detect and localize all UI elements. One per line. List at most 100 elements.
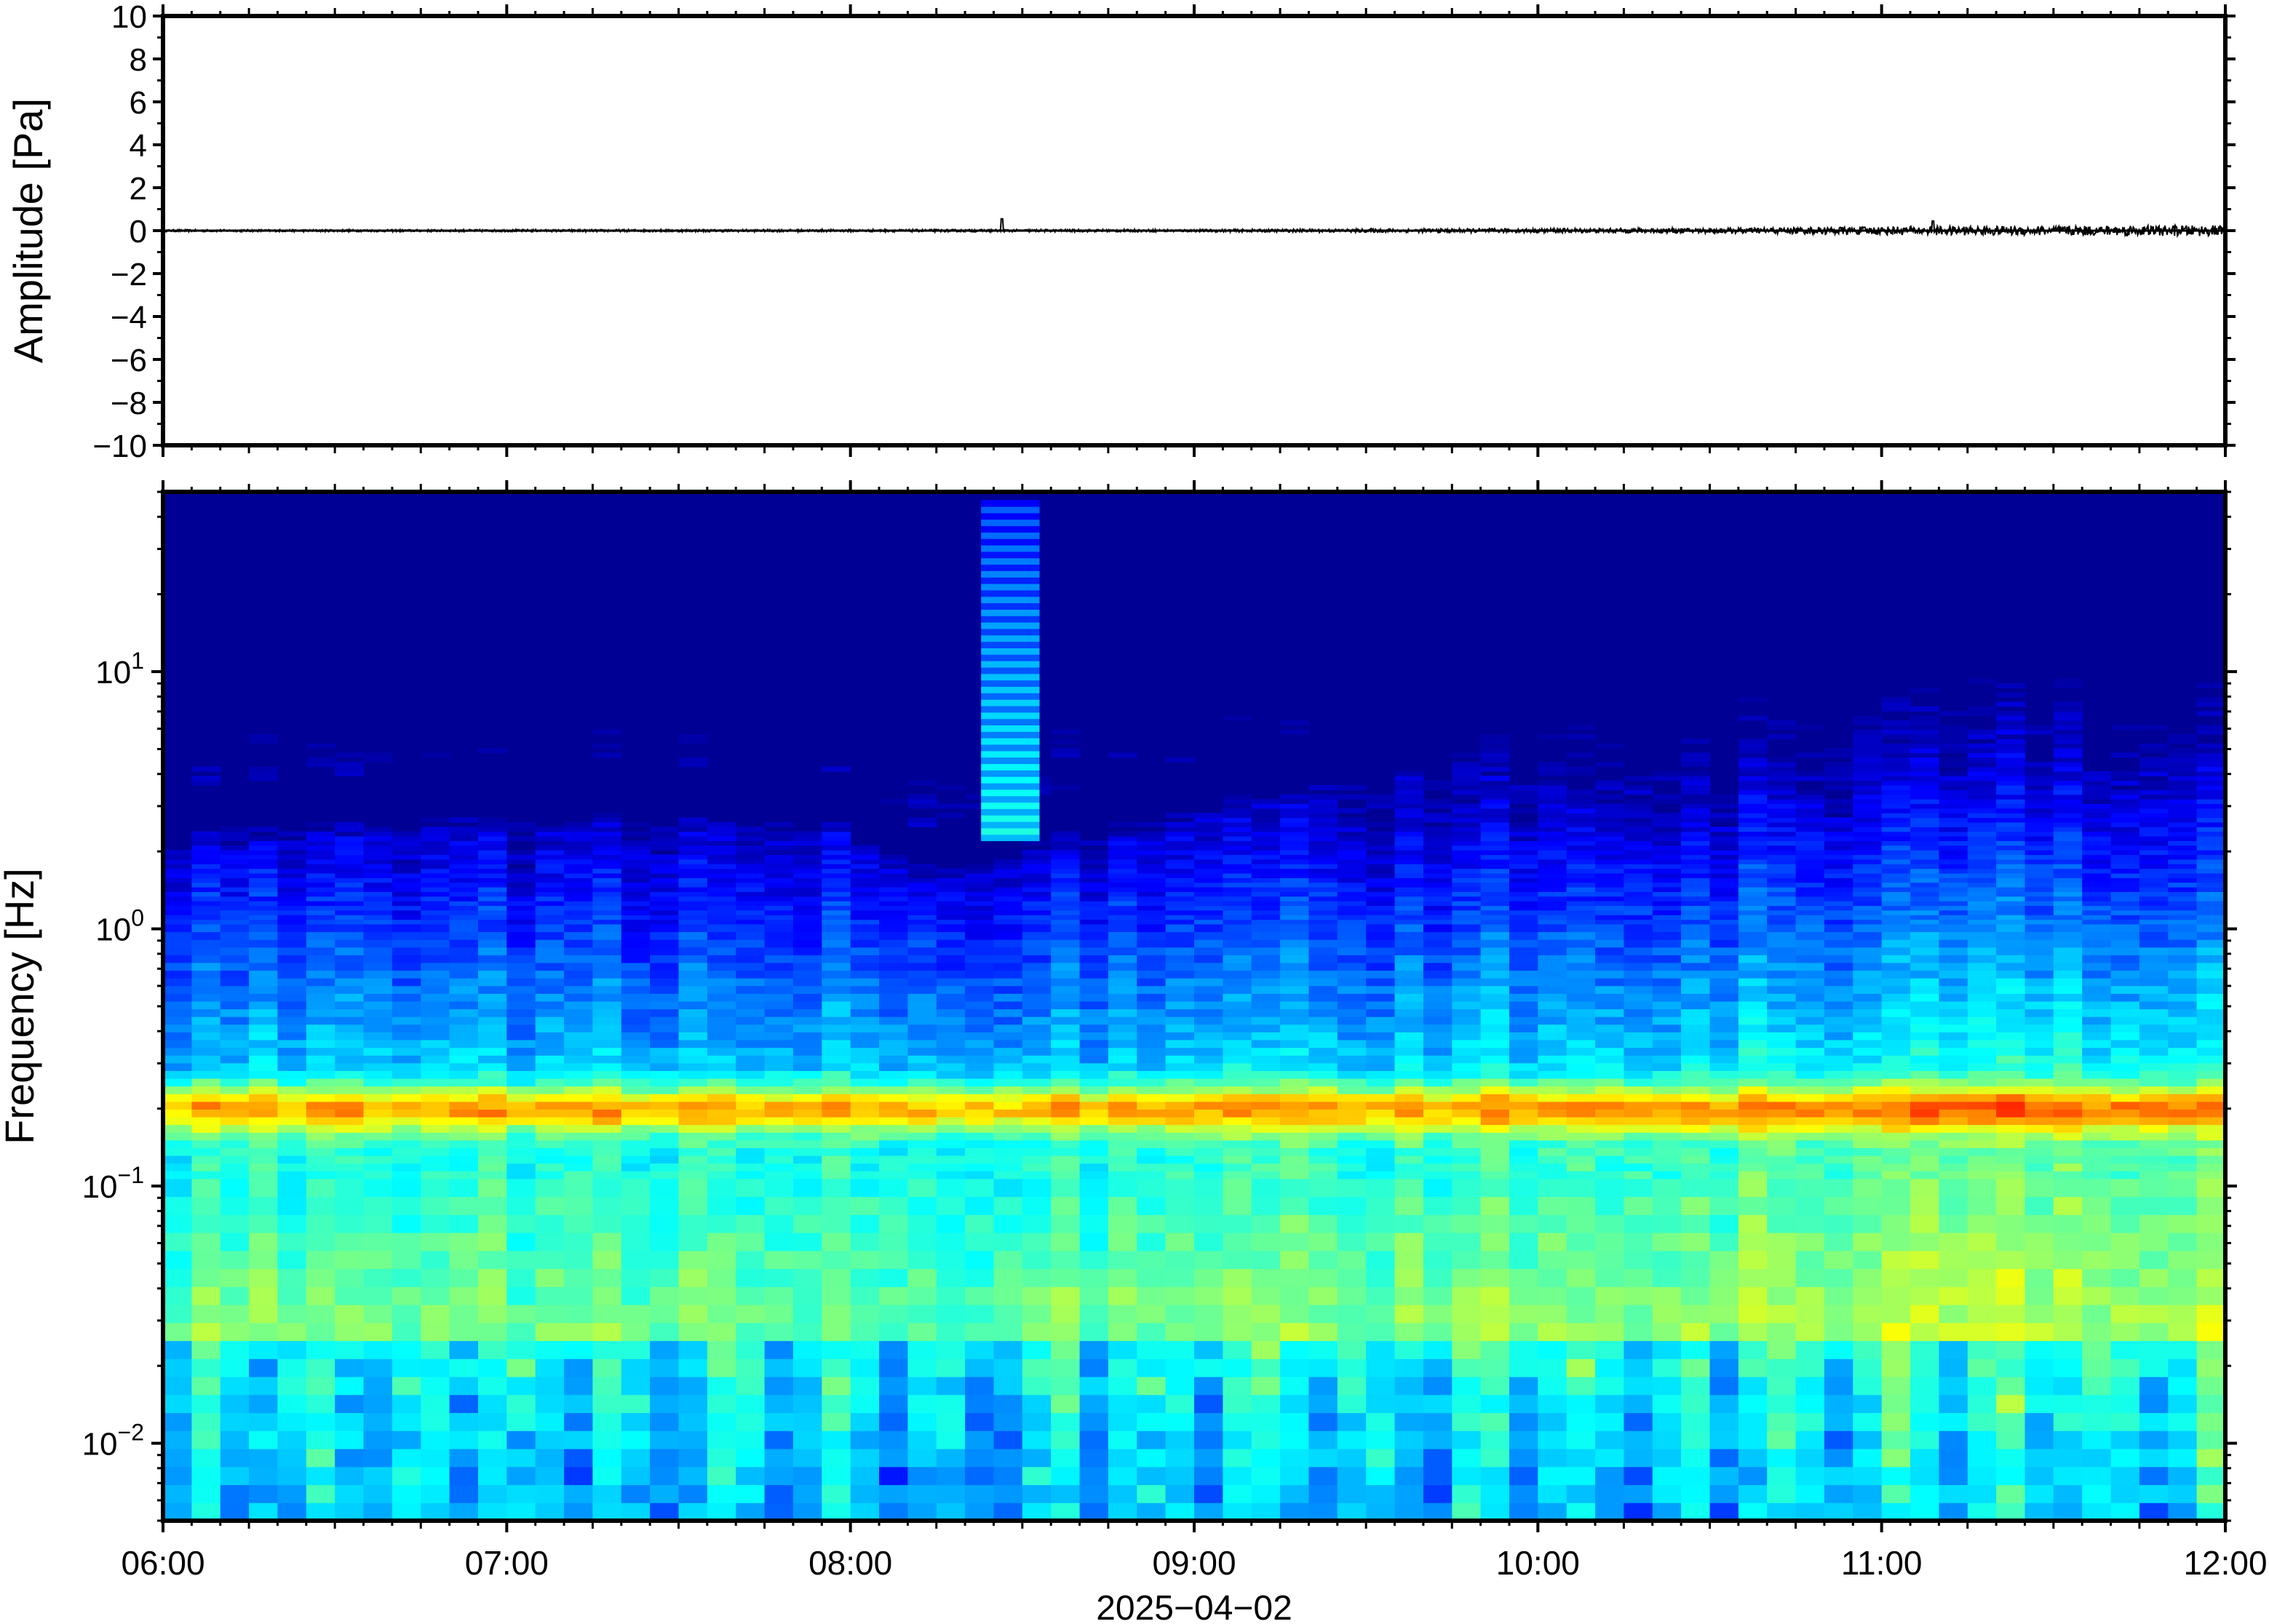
spectrogram-cell [1538,734,1567,739]
spectrogram-cell [1881,1502,1911,1521]
spectrogram-cell [1480,808,1510,813]
spectrogram-cell [392,905,421,911]
spectrogram-cell [335,1139,365,1148]
spectrogram-cell [1366,850,1396,856]
spectrogram-cell [1824,1268,1853,1287]
spectrogram-cell [1308,817,1338,823]
spectrogram-cell [449,896,479,901]
spectrogram-cell [678,985,708,994]
spectrogram-cell [592,821,622,827]
spectrogram-cell [277,905,307,911]
spectrogram-cell [1853,827,1883,832]
spectrogram-cell [621,859,651,864]
spectrogram-cell [163,1377,192,1396]
spectrogram-cell [1881,748,1911,754]
spectrogram-cell [191,905,221,911]
spectrogram-cell [1251,1171,1281,1179]
spectrogram-cell [1595,1117,1625,1126]
spectrogram-cell [1137,1449,1167,1468]
spectrogram-cell [1280,845,1310,851]
spectrogram-cell [335,978,365,987]
spectrogram-cell [335,766,365,772]
spectrogram-cell [1595,1171,1625,1179]
spectrogram-cell [736,931,766,940]
spectrogram-cell [1194,993,1223,1002]
spectrogram-cell [421,864,450,869]
spectrogram-cell [1624,1163,1653,1171]
spectrogram-cell [335,872,365,878]
spectrogram-cell [1223,1147,1252,1156]
spectrogram-cell [1108,1377,1137,1396]
spectrogram-cell [850,1032,880,1040]
spectrogram-cell [1108,970,1137,979]
spectrogram-cell [965,1171,995,1179]
spectrogram-cell [191,1305,221,1324]
spectrogram-cell [650,1305,680,1324]
spectrogram-cell [707,905,736,911]
spectrogram-cell [1223,993,1252,1002]
spectrogram-cell [1137,923,1167,933]
spectrogram-cell [306,1322,335,1342]
spectrogram-cell [965,919,995,925]
spectrogram-cell [392,1394,421,1414]
spectrogram-cell [306,845,335,851]
spectrogram-cell [1452,1040,1482,1048]
spectrogram-cell [1795,1132,1825,1141]
spectrogram-cell [936,872,966,878]
spectrogram-cell [1795,854,1825,860]
spectrogram-cell [478,1268,507,1287]
spectrogram-cell [1624,845,1653,851]
spectrogram-cell [564,1322,594,1342]
spectrogram-cell [363,877,393,883]
spectrogram-cell [335,1502,365,1521]
spectrogram-cell [1681,1117,1711,1126]
spectrogram-cell [277,859,307,864]
spectrogram-cell [1280,962,1310,971]
spectrogram-cell [335,1196,365,1215]
spectrogram-cell [621,909,651,915]
spectrogram-cell [707,955,736,963]
spectrogram-cell [1566,1178,1596,1198]
spectrogram-cell [850,905,880,911]
spectrogram-cell [965,864,995,869]
spectrogram-cell [1853,771,1883,776]
spectrogram-cell [306,1147,335,1156]
spectrogram-cell [1394,789,1424,795]
spectrogram-cell [907,1358,937,1377]
spectrogram-cell [707,1214,736,1233]
spectrogram-cell [1165,813,1195,819]
spectrogram-cell [1738,1196,1768,1215]
spectrogram-cell [1767,978,1797,987]
spectrogram-cell [1223,1139,1252,1148]
spectrogram-cell [1366,962,1396,971]
spectrogram-cell [421,1000,450,1010]
spectrogram-cell [249,1109,279,1118]
spectrogram-cell [1366,1178,1396,1198]
spectrogram-cell [392,955,421,963]
spectrogram-cell [163,1000,192,1010]
spectrogram-cell [1137,1078,1167,1087]
spectrogram-cell [363,891,393,897]
spectrogram-cell [1452,877,1482,883]
spectrogram-cell [678,1024,708,1032]
spectrogram-cell [1079,1377,1109,1396]
spectrogram-cell [1165,1016,1195,1025]
spectrogram-cell [650,845,680,851]
spectrogram-cell [1137,1394,1167,1414]
spectrogram-cell [965,1286,995,1305]
spectrogram-cell [277,840,307,846]
spectrogram-cell [993,1412,1023,1431]
spectrogram-cell [822,1101,851,1110]
spectrogram-cell [1824,1163,1853,1171]
spectrogram-cell [678,978,708,987]
spectrogram-cell [1108,1062,1137,1071]
spectrogram-cell [1366,1124,1396,1133]
spectrogram-cell [736,1171,766,1179]
spectrogram-cell [707,909,736,915]
spectrogram-cell [650,923,680,933]
spectrogram-cell [191,1412,221,1431]
spectrogram-cell [707,947,736,955]
spectrogram-cell [1280,1070,1310,1079]
spectrogram-cell [1223,845,1252,851]
spectrogram-cell [1165,1502,1195,1521]
